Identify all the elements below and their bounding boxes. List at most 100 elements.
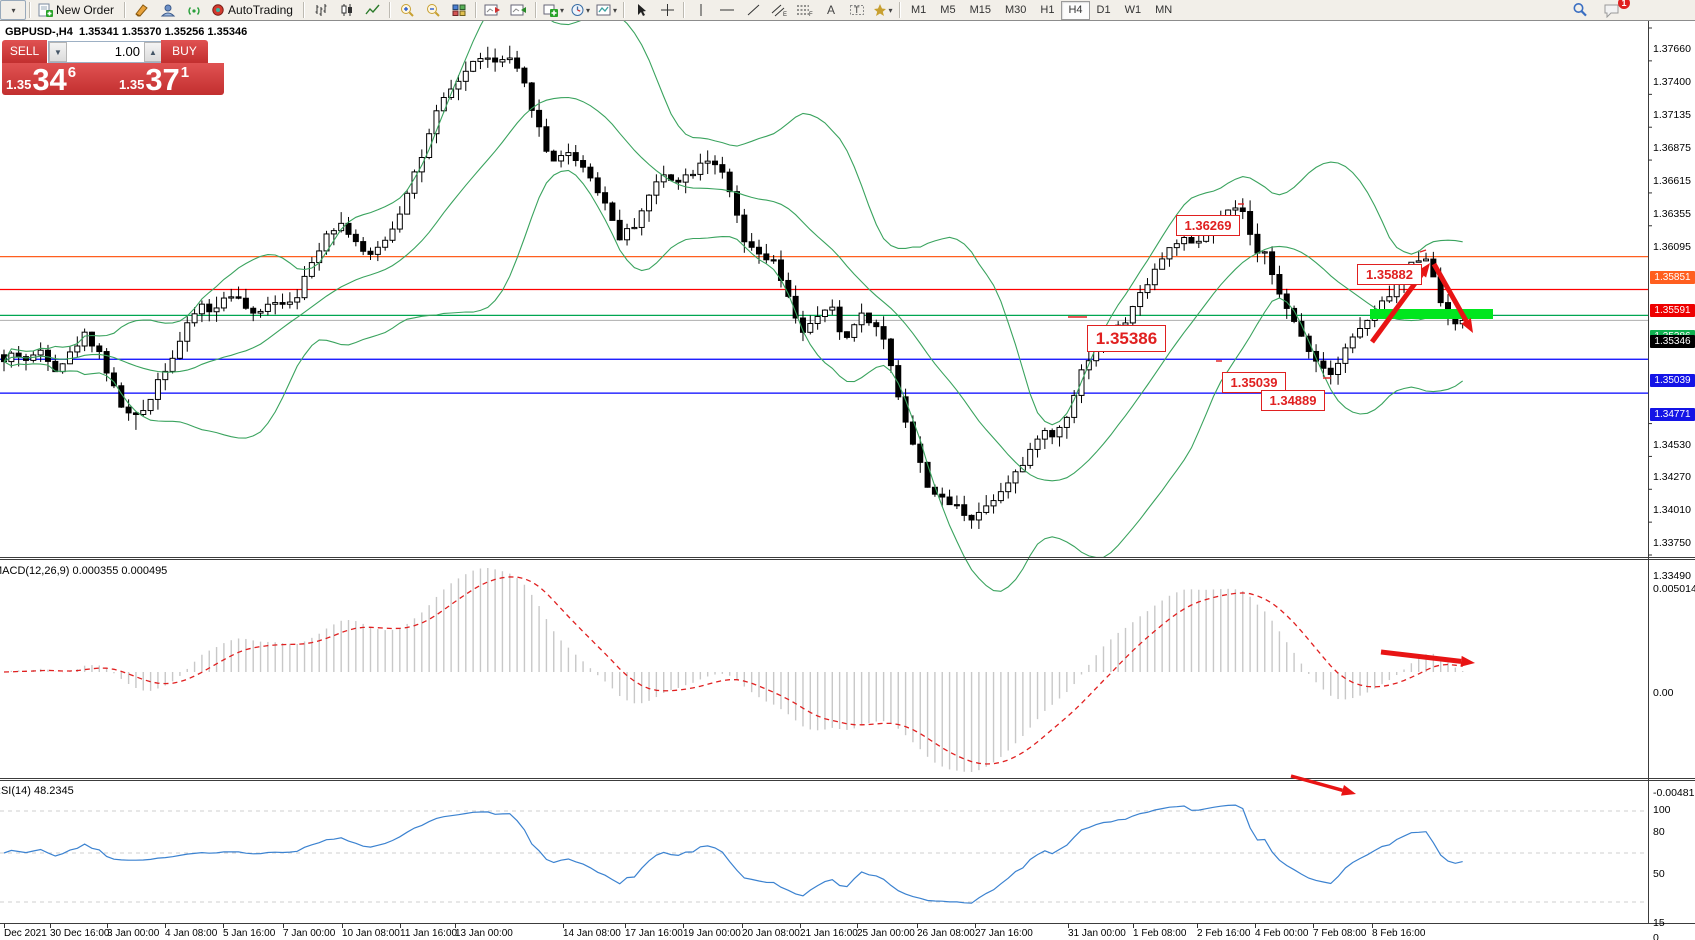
sell-button[interactable]: 1.35 34 6: [2, 63, 103, 95]
crosshair-button[interactable]: [654, 0, 680, 20]
candle-bull: [213, 307, 220, 313]
trend-arrow-1[interactable]: [1369, 272, 1424, 344]
equidistant-channel-button[interactable]: E: [766, 0, 792, 20]
crosshair-style-button[interactable]: [129, 0, 155, 20]
volume-decrease-button[interactable]: ▼: [49, 42, 67, 62]
candle-bear: [719, 164, 726, 173]
periods-button[interactable]: ▾: [567, 0, 593, 20]
candle-bull: [1144, 284, 1151, 294]
new-order-button[interactable]: New Order: [34, 0, 121, 20]
signals-button[interactable]: [181, 0, 207, 20]
dropdown-arrow-icon: ▾: [612, 5, 617, 15]
timeframe-button-mn[interactable]: MN: [1155, 4, 1173, 16]
trend-arrow-2[interactable]: [1431, 262, 1469, 323]
candle-bull: [506, 57, 513, 61]
candle-bull: [983, 505, 990, 513]
auto-scroll-button[interactable]: [506, 0, 532, 20]
candle-bull: [147, 398, 154, 412]
candle-bear: [953, 504, 960, 507]
volume-increase-button[interactable]: ▲: [144, 42, 162, 62]
cursor-button[interactable]: [628, 0, 654, 20]
annotation-label-1.36269[interactable]: 1.36269: [1176, 215, 1240, 236]
timeframe-button-m1[interactable]: M1: [911, 4, 927, 16]
zoom-out-button[interactable]: [420, 0, 446, 20]
timeframe-button-w1[interactable]: W1: [1124, 4, 1142, 16]
notifications-button[interactable]: 1: [1599, 0, 1630, 20]
timeframe-button-h4[interactable]: H4: [1061, 0, 1090, 20]
candle-bear: [1254, 233, 1261, 254]
candle-bull: [646, 194, 653, 212]
bar-chart-button[interactable]: [308, 0, 334, 20]
bollinger-upper: [3, 21, 1463, 426]
candle-bull: [301, 275, 308, 299]
vertical-line-button[interactable]: [688, 0, 714, 20]
candle-bull: [1364, 319, 1371, 329]
trend-arrow-3[interactable]: [1380, 649, 1462, 664]
candle-bull: [272, 302, 279, 305]
candle-bear: [572, 152, 579, 162]
annotation-label-1.34889[interactable]: 1.34889: [1261, 390, 1325, 411]
candle-bull: [1005, 482, 1012, 493]
candlestick-chart-button[interactable]: [334, 0, 360, 20]
candle-bull: [997, 491, 1004, 502]
svg-text:T: T: [854, 5, 860, 15]
price-scale-label: 1.34530: [1653, 439, 1691, 451]
candle-bear: [843, 331, 850, 338]
sell-chip[interactable]: SELL: [2, 40, 47, 63]
timeframe-button-m30[interactable]: M30: [1004, 4, 1027, 16]
text-button[interactable]: A: [826, 3, 835, 17]
timeframe-button-h1[interactable]: H1: [1040, 4, 1055, 16]
time-axis-label: 21 Jan 16:00: [800, 928, 858, 939]
zoom-in-button[interactable]: [394, 0, 420, 20]
fibonacci-button[interactable]: F: [792, 0, 818, 20]
expert-advisors-button[interactable]: [155, 0, 181, 20]
text-label-button[interactable]: T: [844, 0, 870, 20]
chart-canvas[interactable]: [0, 21, 1695, 940]
candle-bull: [330, 230, 337, 235]
candle-bull: [1415, 260, 1422, 263]
candle-bear: [1276, 274, 1283, 295]
horizontal-line-button[interactable]: [714, 0, 740, 20]
label-connector: [1419, 249, 1427, 253]
arrows-shapes-button[interactable]: ▾: [870, 0, 896, 20]
search-button[interactable]: [1567, 0, 1593, 20]
candle-bull: [1166, 247, 1173, 260]
trendline-button[interactable]: [740, 0, 766, 20]
annotation-label-1.35882[interactable]: 1.35882: [1357, 264, 1422, 285]
time-axis-label: 2 Feb 16:00: [1197, 928, 1251, 939]
annotation-label-1.35386[interactable]: 1.35386: [1087, 325, 1166, 352]
candle-bear: [345, 222, 352, 235]
buy-button[interactable]: 1.35 37 1: [103, 63, 224, 95]
candle-bull: [308, 262, 315, 277]
add-indicator-button[interactable]: ▾: [540, 0, 567, 20]
rsi-scale-label: 50: [1653, 868, 1665, 880]
zoom-out-icon: [426, 3, 440, 17]
candle-bear: [748, 241, 755, 248]
candle-bull: [220, 297, 227, 309]
timeframe-button-m5[interactable]: M5: [940, 4, 956, 16]
candle-bull: [228, 296, 235, 299]
templates-button[interactable]: ▾: [593, 0, 620, 20]
time-axis-label: 27 Jan 16:00: [975, 928, 1033, 939]
timeframe-button-d1[interactable]: D1: [1096, 4, 1111, 16]
autotrading-button[interactable]: AutoTrading: [207, 0, 300, 20]
candle-bear: [909, 421, 916, 445]
chart-frame: [0, 21, 1695, 928]
time-axis-label: 4 Feb 00:00: [1255, 928, 1309, 939]
autotrading-label: AutoTrading: [228, 3, 293, 17]
new-order-icon: [38, 3, 53, 17]
candle-bull: [484, 57, 491, 60]
line-chart-button[interactable]: [360, 0, 386, 20]
candle-bear: [741, 214, 748, 243]
buy-chip[interactable]: BUY: [161, 40, 208, 63]
volume-value[interactable]: 1.00: [114, 44, 140, 59]
chart-shift-button[interactable]: [480, 0, 506, 20]
trend-arrow-4[interactable]: [1290, 774, 1343, 792]
green-highlight-box[interactable]: [1370, 309, 1493, 319]
candle-bull: [1012, 471, 1019, 484]
tile-windows-button[interactable]: [446, 0, 472, 20]
annotation-label-1.35039[interactable]: 1.35039: [1222, 372, 1286, 393]
add-indicator-icon: [543, 4, 558, 17]
timeframe-button-m15[interactable]: M15: [969, 4, 991, 16]
